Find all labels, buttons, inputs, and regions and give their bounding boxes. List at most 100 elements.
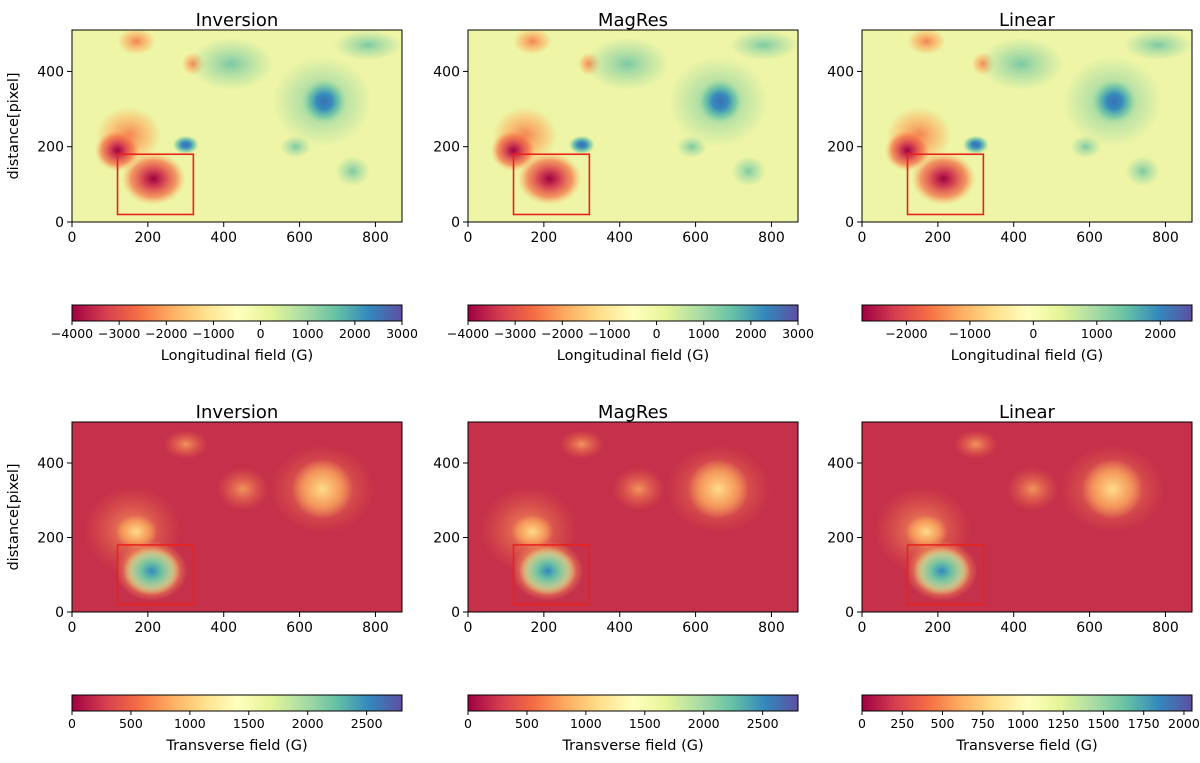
colorbar-tick-label: 3000 [386,326,418,341]
panel-title: Linear [999,402,1056,423]
field-region [335,156,370,187]
roi-box [512,153,591,216]
field-region [697,78,743,125]
colorbar-gradient [71,304,403,322]
y-tick-label: 400 [827,64,854,80]
field-region [163,429,209,460]
x-tick-label: 400 [210,620,237,636]
field-region [1091,78,1137,125]
x-tick-label: 600 [1076,620,1103,636]
roi-box [116,544,195,606]
x-tick-label: 400 [210,230,237,246]
x-tick-label: 0 [68,620,77,636]
heatmap-image [862,30,1192,222]
panel-title: MagRes [598,10,668,31]
colorbar-tick-label: 1000 [292,326,324,341]
y-tick-label: 200 [37,140,64,156]
colorbar-tick-label: 2000 [339,326,371,341]
colorbar-label: Transverse field (G) [955,738,1097,754]
colorbar-gradient [71,694,403,712]
y-tick-label: 200 [433,140,460,156]
colorbar-tick-label: −4000 [51,326,93,341]
colorbar-tick-label: 2500 [747,716,779,731]
x-tick-label: 200 [924,230,951,246]
colorbar: 0 500 1000 1500 2000 2500 Transverse field (G) [464,694,799,754]
colorbar-tick-label: 2000 [292,716,324,731]
panel-2: MagRes 0 200 400 600 800 0 200 400 −4000 −3000 −200… [433,10,814,364]
y-tick-label: 0 [55,605,64,621]
axes-frame [467,29,799,223]
colorbar-tick-label: 2000 [735,326,767,341]
colorbar-label: Transverse field (G) [165,738,307,754]
colorbar-tick-label: 0 [1029,326,1037,341]
y-tick-label: 400 [433,64,460,80]
field-region [962,135,990,155]
colorbar-gradient [861,694,1193,712]
x-tick-label: 800 [362,230,389,246]
x-tick-label: 400 [606,620,633,636]
y-tick-label: 400 [37,456,64,472]
colorbar-tick-label: −3000 [494,326,536,341]
panel-4: Inversion 0 200 400 600 800 0 200 400 distance[pi… [6,402,403,754]
colorbar-label: Longitudinal field (G) [161,348,313,364]
y-tick-label: 0 [451,605,460,621]
panel-3: Linear 0 200 400 600 800 0 200 400 −2000 −1000 0 100… [827,10,1193,364]
panel-title: Inversion [196,402,279,423]
field-region [117,30,156,55]
x-tick-label: 200 [530,620,557,636]
field-region [189,37,274,91]
field-region [688,459,749,519]
colorbar-tick-label: 1000 [174,716,206,731]
field-region [913,546,971,596]
field-region [517,152,582,206]
colorbar-tick-label: 2000 [1144,326,1176,341]
colorbar-tick-label: 2000 [1168,716,1200,731]
colorbar-tick-label: 250 [890,716,914,731]
panel-title: Inversion [196,10,279,31]
panel-5: MagRes 0 200 400 600 800 0 200 400 0 500 1000 1500 20… [433,402,799,754]
y-tick-label: 200 [827,530,854,546]
x-tick-label: 0 [68,230,77,246]
y-tick-label: 200 [37,530,64,546]
roi-box [116,153,195,216]
x-tick-label: 200 [924,620,951,636]
heatmap-image [468,422,798,612]
axes-frame [861,421,1193,613]
x-tick-label: 800 [1152,620,1179,636]
field-region [172,135,200,155]
x-tick-label: 800 [1152,230,1179,246]
field-region [301,78,348,125]
field-region [905,515,948,549]
colorbar-tick-label: 1250 [1047,716,1079,731]
heatmap-image [72,30,402,222]
x-tick-label: 400 [1000,230,1027,246]
colorbar-tick-label: 0 [257,326,265,341]
field-region [94,129,141,172]
colorbar-tick-label: 500 [931,716,955,731]
x-tick-label: 600 [682,230,709,246]
y-tick-label: 0 [55,215,64,231]
field-region [907,30,946,55]
y-tick-label: 400 [37,64,64,80]
colorbar-tick-label: −2000 [145,326,187,341]
heatmap-image [862,422,1192,612]
colorbar-tick-label: 1500 [1088,716,1120,731]
x-tick-label: 400 [1000,620,1027,636]
x-tick-label: 600 [286,230,313,246]
colorbar-tick-label: 0 [464,716,472,731]
x-tick-label: 200 [134,230,161,246]
colorbar-tick-label: 1000 [688,326,720,341]
y-axis-label: distance[pixel] [6,463,22,570]
colorbar-tick-label: −2000 [541,326,583,341]
axes-frame [71,29,403,223]
field-region [612,466,666,512]
field-region [123,546,181,596]
field-region [1006,466,1060,512]
roi-box [512,544,591,606]
panel-1: Inversion 0 200 400 600 800 0 200 400 distance[pi… [6,10,418,364]
field-region [953,429,999,460]
panel-title: Linear [999,10,1056,31]
colorbar-label: Longitudinal field (G) [557,348,709,364]
roi-box [906,544,985,606]
